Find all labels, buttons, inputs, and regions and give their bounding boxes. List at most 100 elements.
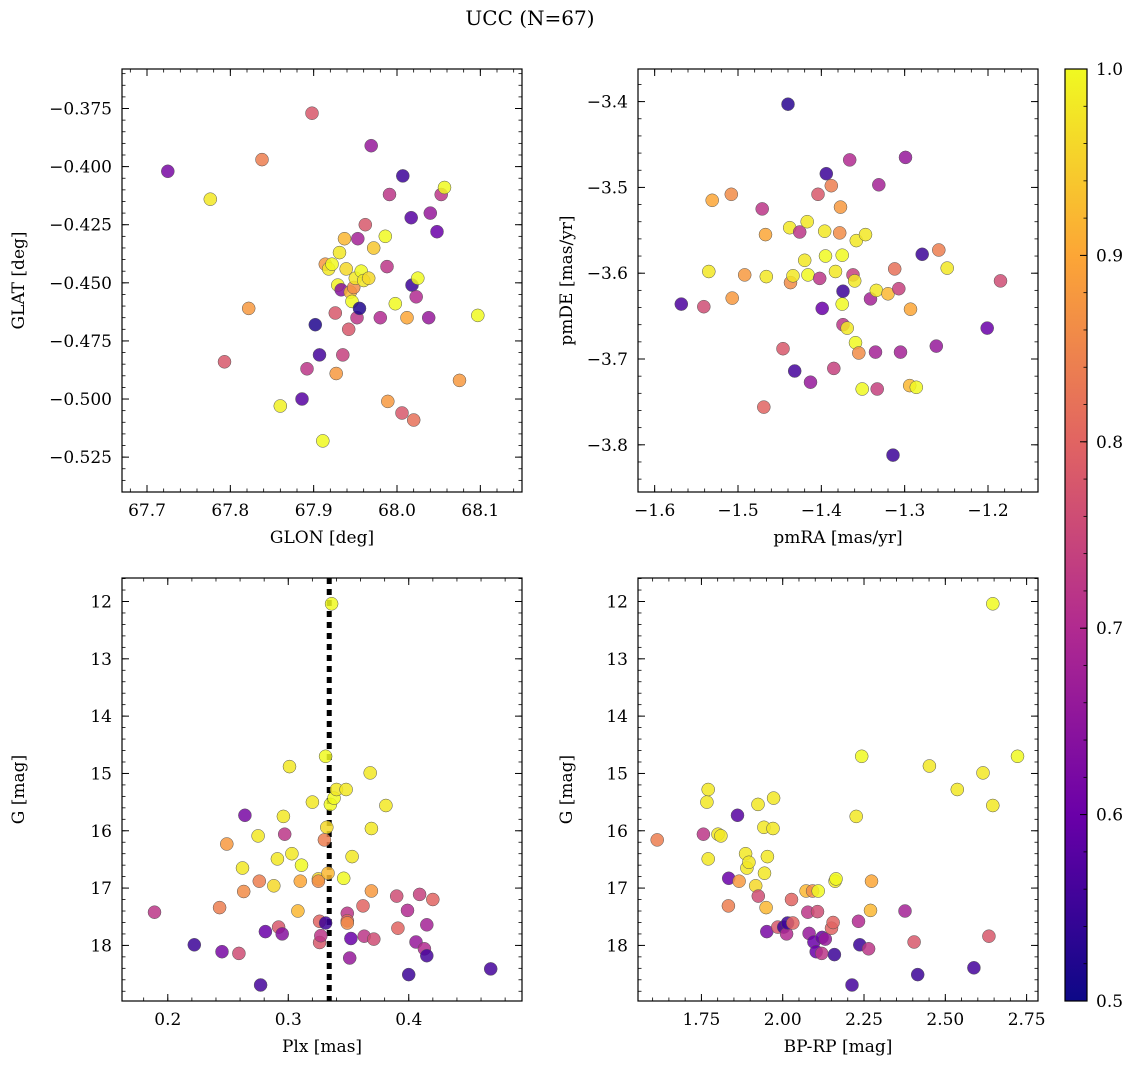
x-axis-label: GLON [deg]: [270, 528, 374, 548]
scatter-point: [929, 339, 944, 353]
scatter-point: [328, 306, 343, 320]
scatter-point: [849, 809, 863, 824]
scatter-point: [702, 264, 716, 279]
scatter-point: [215, 944, 229, 959]
scatter-point: [235, 861, 250, 875]
scatter-point: [381, 394, 395, 409]
scatter-point: [401, 967, 416, 982]
scatter-point: [345, 849, 359, 864]
scatter-point: [430, 224, 444, 239]
colorbar: 0.5 0.6 0.7 0.8 0.9 1.0: [1064, 60, 1123, 1012]
scatter-point: [701, 782, 715, 797]
scatter-point: [818, 932, 833, 946]
scatter-point: [797, 253, 812, 268]
y-tick-label: 16: [606, 822, 628, 842]
y-tick-label: 16: [90, 822, 112, 842]
x-tick-label: 0.4: [395, 1010, 422, 1030]
x-tick-label: 0.3: [275, 1010, 302, 1030]
scatter-point: [277, 827, 292, 841]
scatter-point: [824, 178, 839, 193]
y-tick-label: −0.475: [49, 332, 112, 352]
scatter-point: [364, 821, 379, 836]
scatter-point: [818, 249, 833, 263]
x-tick-label: 0.2: [154, 1010, 181, 1030]
scatter-point: [858, 227, 873, 242]
y-tick-label: 17: [90, 879, 112, 899]
y-tick-label: 15: [606, 764, 628, 784]
axes-frame: [637, 68, 1039, 493]
y-tick-label: 15: [90, 764, 112, 784]
y-tick-label: −3.4: [587, 93, 628, 113]
scatter-point: [380, 259, 394, 274]
scatter-point: [982, 929, 996, 943]
scatter-point: [886, 448, 900, 462]
y-tick-label: −0.525: [49, 448, 112, 468]
scatter-point: [851, 914, 866, 929]
scatter-point: [847, 274, 862, 288]
scatter-point: [705, 193, 719, 208]
scatter-point: [389, 889, 404, 903]
scatter-point: [829, 872, 843, 886]
scatter-point: [317, 833, 332, 847]
panel-bprp-g: 1.75 2.00 2.25 2.50 2.75 12 13 14 15 16 17 18 BP-RP …: [557, 577, 1046, 1057]
y-tick-label: −0.375: [49, 100, 112, 120]
x-tick-label: −1.4: [801, 501, 842, 521]
scatter-point: [220, 837, 234, 851]
scatter-point: [697, 299, 711, 314]
scatter-point: [815, 301, 829, 316]
scatter-point: [252, 874, 267, 888]
scatter-point: [270, 852, 285, 866]
scatter-point: [258, 924, 273, 939]
scatter-point: [812, 271, 827, 286]
scatter-point: [814, 946, 829, 961]
scatter-point: [253, 978, 268, 992]
scatter-point: [483, 962, 498, 976]
y-tick-label: −0.450: [49, 274, 112, 294]
scatter-point: [845, 978, 859, 992]
scatter-point: [400, 310, 414, 325]
scatter-point: [864, 874, 879, 888]
scatter-point: [869, 283, 884, 298]
scatter-point: [400, 903, 415, 918]
scatter-point: [366, 241, 381, 255]
scatter-point: [701, 852, 715, 866]
scatter-point: [730, 808, 745, 823]
scatter-point: [898, 904, 912, 918]
scatter-point: [742, 855, 756, 870]
scatter-point: [329, 366, 343, 381]
y-tick-label: −3.5: [587, 178, 628, 198]
scatter-point: [826, 915, 840, 930]
x-tick-label: 2.50: [926, 1010, 964, 1030]
scatter-point: [293, 874, 308, 888]
scatter-point: [404, 210, 418, 225]
scatter-point: [364, 138, 378, 153]
y-tick-label: −0.400: [49, 158, 112, 178]
scatter-point: [852, 346, 866, 360]
scatter-point: [811, 884, 825, 898]
y-axis-label: G [mag]: [557, 755, 577, 824]
scatter-point: [827, 361, 841, 376]
y-tick-label: 17: [606, 879, 628, 899]
scatter-point: [776, 341, 790, 356]
scatter-point: [212, 900, 227, 915]
scatter-point: [344, 931, 358, 946]
x-tick-label: 2.25: [845, 1010, 883, 1030]
scatter-points: [147, 597, 498, 992]
scatter-point: [811, 187, 825, 202]
scatter-point: [421, 310, 436, 325]
scatter-point: [420, 918, 434, 932]
x-tick-label: 67.9: [295, 501, 333, 521]
scatter-point: [725, 291, 739, 305]
scatter-point: [855, 382, 869, 396]
scatter-point: [832, 226, 847, 240]
scatter-point: [367, 932, 381, 946]
scatter-point: [781, 97, 795, 111]
scatter-point: [922, 759, 937, 773]
scatter-point: [273, 399, 288, 413]
x-axis-label: pmRA [mas/yr]: [773, 528, 902, 548]
y-tick-label: −0.500: [49, 390, 112, 410]
scatter-point: [423, 206, 438, 220]
scatter-point: [382, 187, 397, 202]
y-tick-label: 13: [90, 650, 112, 670]
y-tick-label: 12: [606, 593, 628, 613]
